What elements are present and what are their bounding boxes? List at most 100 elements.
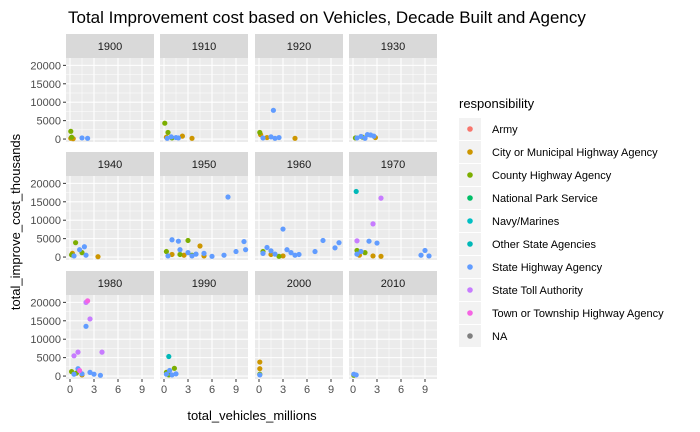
x-tick-label: 9 <box>233 384 239 396</box>
legend-label: NA <box>492 331 508 343</box>
data-point <box>163 248 169 255</box>
data-point <box>91 371 97 377</box>
legend-entry: Army <box>459 118 518 140</box>
data-point <box>69 134 75 140</box>
data-point <box>270 107 276 113</box>
data-point <box>378 253 384 259</box>
facet-strip-label: 1970 <box>381 159 405 171</box>
y-tick-label: 15000 <box>30 316 61 328</box>
data-point <box>260 135 266 141</box>
plot-background <box>255 176 343 260</box>
legend-entry: State Toll Authority <box>459 279 583 301</box>
legend-entry: Town or Township Highway Agency <box>459 302 664 324</box>
data-point <box>165 129 171 136</box>
legend-label: City or Municipal Highway Agency <box>492 147 658 159</box>
facet-strip-label: 1990 <box>192 278 216 290</box>
data-point <box>272 135 278 141</box>
facet-strip <box>255 271 343 295</box>
data-point <box>73 240 79 246</box>
legend-label: Town or Township Highway Agency <box>492 308 664 320</box>
data-point <box>362 250 368 256</box>
data-point <box>268 248 274 254</box>
data-point <box>68 128 74 134</box>
data-point <box>169 237 175 243</box>
data-point <box>221 252 227 258</box>
data-point <box>177 251 183 258</box>
data-point <box>99 349 105 355</box>
data-point <box>264 134 270 141</box>
data-point <box>175 135 181 141</box>
y-tick-label: 0 <box>55 252 61 264</box>
legend-key-marker <box>467 218 473 224</box>
data-point <box>370 221 376 227</box>
data-point <box>179 133 185 139</box>
data-point <box>85 135 91 141</box>
data-point <box>366 238 372 244</box>
y-tick-label: 20000 <box>30 297 61 309</box>
legend-label: Navy/Marines <box>492 216 560 228</box>
plot-background <box>349 58 437 142</box>
data-point <box>336 240 342 246</box>
data-point <box>177 247 183 253</box>
plot-background <box>349 176 437 260</box>
facet-panel-2000: 2000 0 3 6 9 <box>255 271 343 396</box>
data-point <box>320 237 326 244</box>
data-point <box>171 365 177 371</box>
data-point <box>257 372 263 378</box>
y-tick-label: 10000 <box>30 334 61 346</box>
facet-strip <box>349 34 437 58</box>
facet-strip-label: 1920 <box>287 41 311 53</box>
plot-background <box>66 176 154 260</box>
legend-key-marker <box>467 333 473 339</box>
facet-panel-1960: 1960 <box>255 152 343 260</box>
plot-background <box>160 176 248 260</box>
data-point <box>83 323 89 329</box>
x-tick-label: 9 <box>422 384 428 396</box>
legend-entry: Other State Agencies <box>459 233 596 255</box>
facet-strip-label: 2010 <box>381 278 405 290</box>
data-point <box>193 251 199 257</box>
data-point <box>164 135 170 141</box>
facet-strip-label: 1950 <box>192 159 216 171</box>
data-point <box>87 316 93 322</box>
x-axis-title: total_vehicles_millions <box>187 408 317 423</box>
data-point <box>257 359 263 365</box>
facet-panel-1930: 1930 <box>349 34 437 142</box>
data-point <box>209 253 215 259</box>
data-point <box>268 251 274 258</box>
facet-strip <box>160 152 248 176</box>
legend-label: County Highway Agency <box>492 170 612 182</box>
x-tick-label: 9 <box>139 384 145 396</box>
data-point <box>276 253 282 259</box>
data-point <box>374 240 380 246</box>
data-point <box>358 248 364 255</box>
data-point <box>288 250 294 256</box>
facet-strip-label: 2000 <box>287 278 311 290</box>
facet-panel-1900: 1900 0 5000 10000 15000 20000 <box>30 34 154 146</box>
facet-panel-1950: 1950 <box>160 152 249 260</box>
plot-background <box>160 295 248 379</box>
data-point <box>79 135 85 141</box>
data-point <box>353 372 359 378</box>
data-point <box>225 194 231 200</box>
legend-key-marker <box>467 195 473 201</box>
data-point <box>272 251 278 257</box>
data-point <box>185 250 191 256</box>
data-point <box>296 251 302 258</box>
facet-panel-1940: 1940 0 5000 10000 15000 20000 <box>30 152 154 264</box>
facet-strip-label: 1910 <box>192 41 216 53</box>
facet-strip <box>255 152 343 176</box>
legend-key-marker <box>467 172 473 178</box>
facet-panel-1970: 1970 <box>349 152 437 260</box>
facet-strip-label: 1980 <box>98 278 122 290</box>
data-point <box>426 253 432 259</box>
x-tick-label: 6 <box>115 384 121 396</box>
y-tick-label: 15000 <box>30 79 61 91</box>
data-point <box>418 252 424 258</box>
y-tick-label: 10000 <box>30 215 61 227</box>
data-point <box>189 253 195 259</box>
data-point <box>201 250 207 256</box>
data-point <box>371 133 377 139</box>
facet-strip <box>160 271 248 295</box>
